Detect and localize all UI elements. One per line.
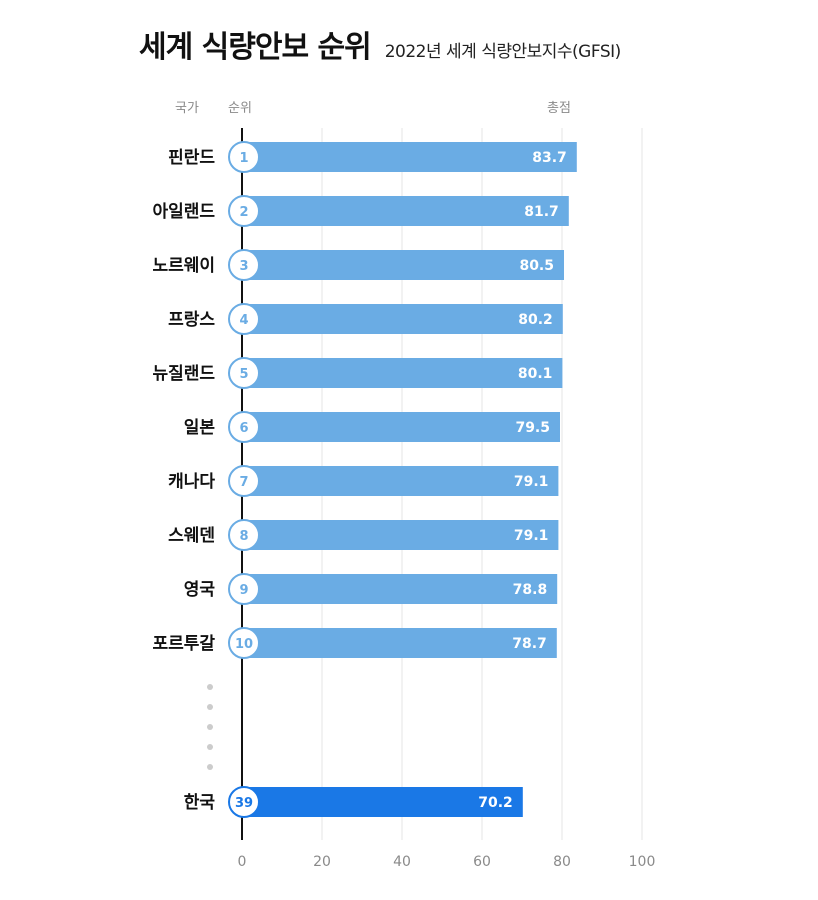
bar xyxy=(242,628,557,658)
rank-circle xyxy=(228,786,260,818)
rank-label: 2 xyxy=(239,205,248,220)
rank-circle xyxy=(228,411,260,443)
rank-label: 10 xyxy=(235,637,253,652)
bar xyxy=(242,196,569,226)
value-label: 78.7 xyxy=(512,636,547,652)
value-label: 78.8 xyxy=(513,582,548,598)
value-label: 70.2 xyxy=(478,795,513,811)
value-label: 81.7 xyxy=(524,204,559,220)
rank-label: 7 xyxy=(239,475,248,490)
bar xyxy=(242,520,559,550)
country-label: 캐나다 xyxy=(168,472,215,492)
country-label: 핀란드 xyxy=(168,148,215,168)
bar xyxy=(242,466,559,496)
header-country: 국가 xyxy=(175,101,199,116)
rank-label: 39 xyxy=(235,796,253,811)
country-label: 포르투갈 xyxy=(152,634,215,654)
ellipsis-dot xyxy=(207,764,213,770)
bar xyxy=(242,787,523,817)
bar xyxy=(242,250,564,280)
rank-circle xyxy=(228,519,260,551)
country-label: 아일랜드 xyxy=(152,202,215,222)
rank-circle xyxy=(228,303,260,335)
chart-subtitle: 2022년 세계 식량안보지수(GFSI) xyxy=(384,42,622,62)
ellipsis-dot xyxy=(207,724,213,730)
bar xyxy=(242,412,560,442)
rank-label: 1 xyxy=(239,151,248,166)
x-tick-label: 100 xyxy=(629,854,656,870)
value-label: 80.5 xyxy=(519,258,554,274)
country-label: 프랑스 xyxy=(168,310,215,330)
country-label: 한국 xyxy=(184,793,216,813)
rank-circle xyxy=(228,465,260,497)
bar xyxy=(242,304,563,334)
header-rank: 순위 xyxy=(228,101,252,116)
x-tick-label: 20 xyxy=(313,854,331,870)
rank-label: 6 xyxy=(239,421,248,436)
rank-circle xyxy=(228,357,260,389)
rank-label: 8 xyxy=(239,529,248,544)
value-label: 79.5 xyxy=(515,420,550,436)
rank-circle xyxy=(228,627,260,659)
value-label: 79.1 xyxy=(514,528,549,544)
rank-circle xyxy=(228,249,260,281)
rank-label: 9 xyxy=(239,583,248,598)
rank-circle xyxy=(228,141,260,173)
rank-circle xyxy=(228,573,260,605)
chart-title: 세계 식량안보 순위 xyxy=(139,30,372,65)
bar xyxy=(242,574,558,604)
ellipsis-dot xyxy=(207,704,213,710)
ellipsis-dot xyxy=(207,744,213,750)
x-tick-label: 60 xyxy=(473,854,491,870)
value-label: 83.7 xyxy=(532,150,567,166)
ellipsis-dot xyxy=(207,684,213,690)
x-tick-label: 0 xyxy=(238,854,247,870)
rank-label: 3 xyxy=(239,259,248,274)
title-row: 세계 식량안보 순위 2022년 세계 식량안보지수(GFSI) xyxy=(139,22,621,66)
x-tick-label: 80 xyxy=(553,854,571,870)
rank-label: 4 xyxy=(239,313,248,328)
rank-label: 5 xyxy=(239,367,248,382)
rank-circle xyxy=(228,195,260,227)
country-label: 뉴질랜드 xyxy=(152,363,215,384)
value-label: 79.1 xyxy=(514,474,549,490)
bar xyxy=(242,358,563,388)
value-label: 80.1 xyxy=(518,366,553,382)
x-tick-label: 40 xyxy=(393,854,411,870)
country-label: 노르웨이 xyxy=(152,256,215,276)
country-label: 스웨덴 xyxy=(168,526,215,546)
header-score: 총점 xyxy=(547,101,571,116)
country-label: 일본 xyxy=(184,418,216,438)
value-label: 80.2 xyxy=(518,312,553,328)
bar xyxy=(242,142,577,172)
country-label: 영국 xyxy=(184,580,216,600)
